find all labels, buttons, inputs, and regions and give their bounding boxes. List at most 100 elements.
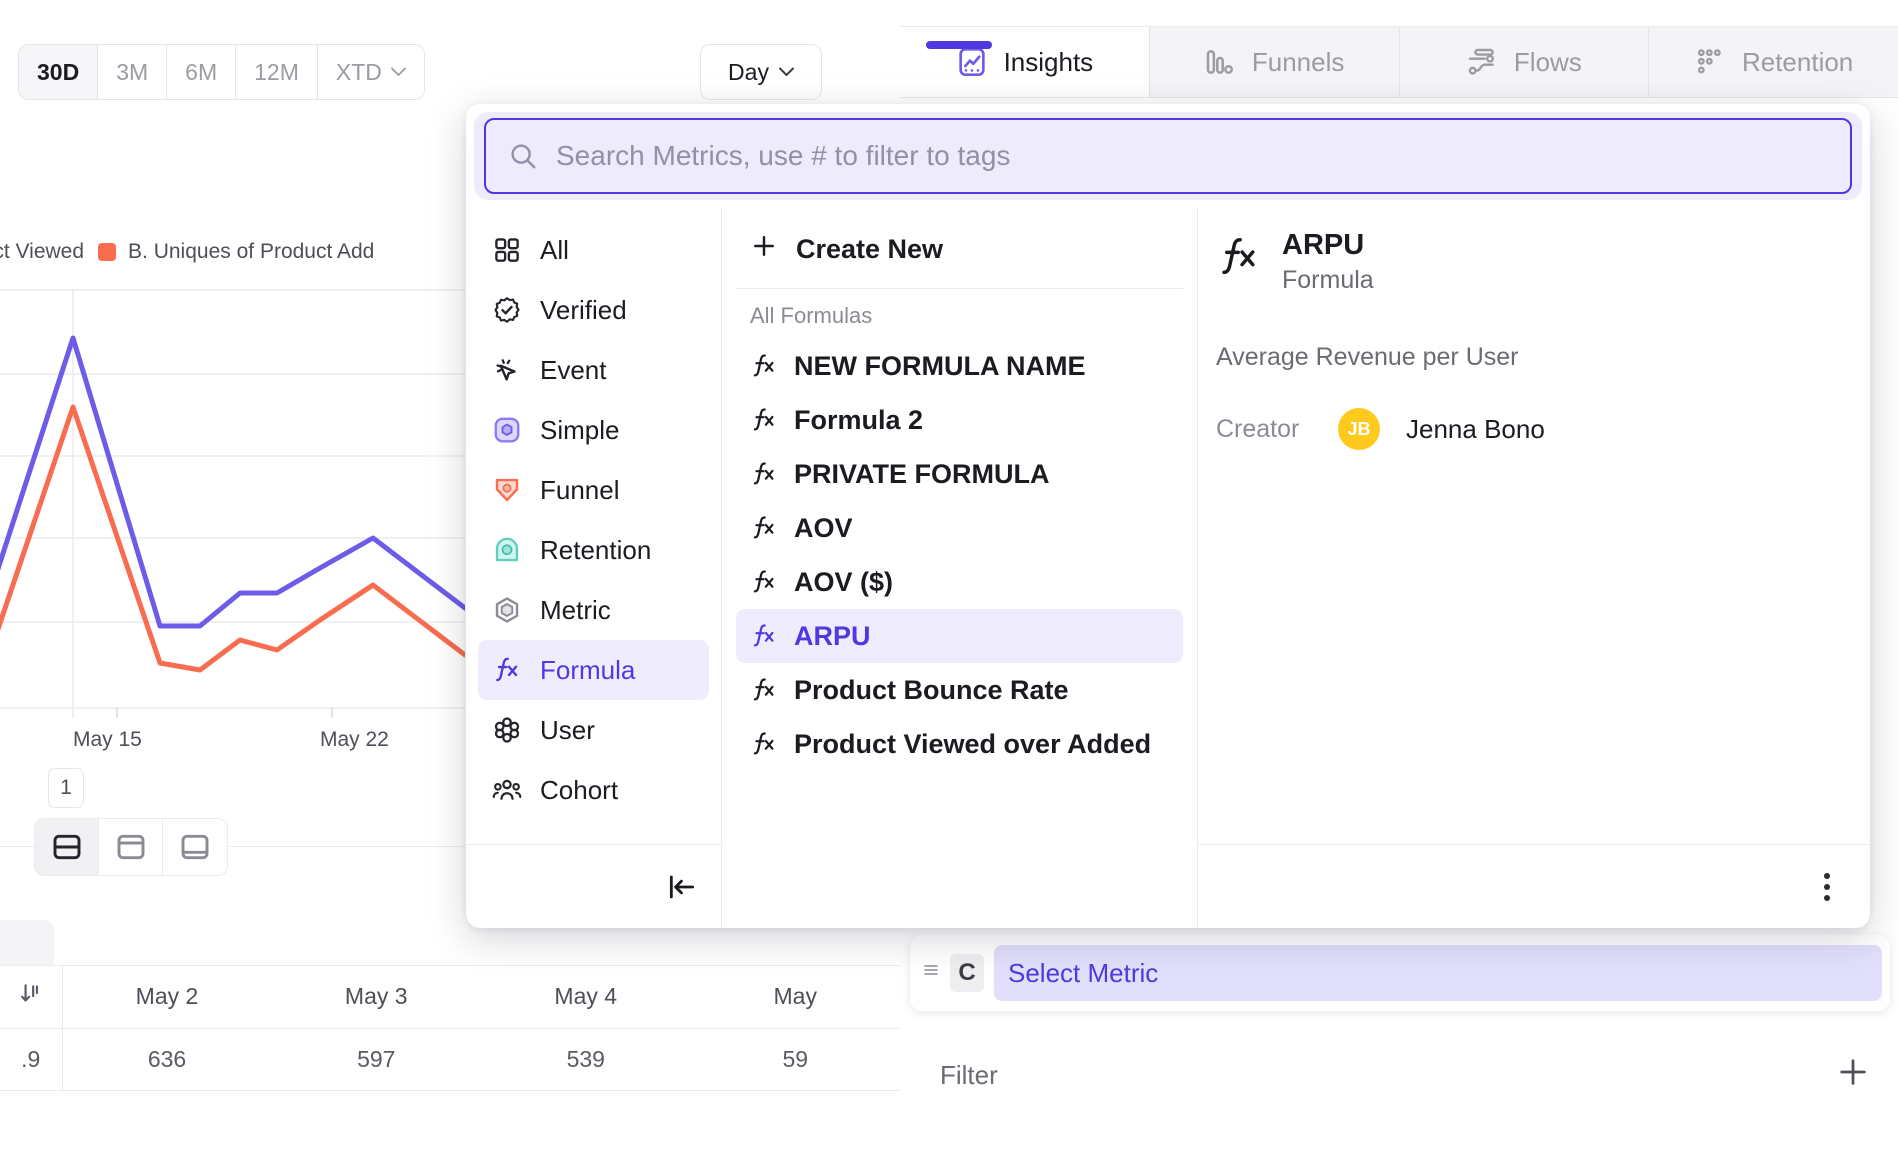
divider — [736, 288, 1183, 289]
nav-item-label: Event — [540, 354, 607, 385]
range-option-xtd[interactable]: XTD — [317, 45, 424, 99]
tab-insights[interactable]: Insights — [900, 27, 1150, 97]
nav-item-label: Retention — [540, 534, 652, 565]
range-option-12m[interactable]: 12M — [236, 45, 318, 99]
list-item[interactable]: Formula 2 — [736, 393, 1183, 447]
layout-option-bottom-panel[interactable] — [163, 819, 227, 875]
table-header-row: May 2 May 3 May 4 May — [0, 966, 900, 1029]
search-section: Search Metrics, use # to filter to tags — [466, 104, 1870, 208]
search-placeholder: Search Metrics, use # to filter to tags — [556, 140, 1011, 171]
formula-fx-icon — [1216, 234, 1262, 280]
tab-label: Flows — [1513, 46, 1582, 77]
hexagon-metric-icon — [492, 595, 522, 625]
verified-badge-icon — [492, 295, 522, 325]
create-new-button[interactable]: Create New — [736, 218, 1183, 280]
layout-option-split-vertical[interactable] — [99, 819, 163, 875]
user-cluster-icon — [492, 715, 522, 745]
insights-icon — [956, 46, 988, 78]
formula-fx-icon — [750, 406, 778, 434]
nav-item-label: User — [540, 714, 595, 745]
select-metric-label: Select Metric — [1008, 957, 1159, 988]
range-option-30d[interactable]: 30D — [19, 45, 99, 99]
range-option-6m[interactable]: 6M — [167, 45, 237, 99]
chart-page-badge[interactable]: 1 — [48, 768, 84, 808]
table-sort-header[interactable] — [0, 966, 63, 1029]
list-item[interactable]: ARPU — [736, 609, 1183, 663]
divider — [0, 846, 465, 847]
add-filter-button[interactable] — [1836, 1055, 1870, 1096]
granularity-label: Day — [728, 58, 769, 85]
chart-legend: duct Viewed B. Uniques of Product Add — [0, 240, 374, 264]
nav-item-retention[interactable]: Retention — [478, 520, 709, 580]
legend-swatch-b — [98, 243, 117, 261]
legend-item-a[interactable]: duct Viewed — [0, 240, 84, 264]
formula-fx-icon — [750, 460, 778, 488]
filter-label: Filter — [940, 1060, 998, 1090]
formula-fx-icon — [750, 730, 778, 758]
chevron-down-icon — [390, 64, 406, 81]
table-row: .9 636 597 539 59 — [0, 1028, 900, 1091]
formula-fx-icon — [750, 568, 778, 596]
nav-item-user[interactable]: User — [478, 700, 709, 760]
tab-label: Retention — [1741, 46, 1854, 77]
tab-funnels[interactable]: Funnels — [1149, 27, 1400, 97]
granularity-dropdown[interactable]: Day — [700, 44, 822, 100]
layout-toggle-group[interactable] — [34, 818, 228, 876]
range-option-3m[interactable]: 3M — [98, 45, 168, 99]
data-table: May 2 May 3 May 4 May .9 636 597 539 59 — [0, 965, 900, 1152]
tab-flows[interactable]: Flows — [1399, 27, 1650, 97]
nav-item-metric[interactable]: Metric — [478, 580, 709, 640]
detail-header: ARPU Formula — [1216, 230, 1842, 295]
nav-item-cohort[interactable]: Cohort — [478, 760, 709, 820]
metric-type-nav: All Verified — [466, 208, 722, 928]
list-item-label: NEW FORMULA NAME — [794, 350, 1086, 381]
list-item[interactable]: AOV — [736, 501, 1183, 555]
line-chart — [0, 288, 465, 718]
table-cell: 539 — [481, 1028, 691, 1091]
sort-icon — [20, 984, 38, 1002]
chart-x-axis-labels: May 15 May 22 — [0, 728, 465, 758]
chart-svg — [0, 289, 465, 718]
nav-footer — [466, 844, 722, 928]
nav-item-funnel[interactable]: Funnel — [478, 460, 709, 520]
create-new-label: Create New — [796, 233, 944, 264]
chart-series-b — [0, 404, 465, 673]
picker-body: All Verified — [466, 208, 1870, 928]
nav-item-formula[interactable]: Formula — [478, 640, 709, 700]
tab-active-indicator — [926, 41, 992, 49]
nav-item-verified[interactable]: Verified — [478, 280, 709, 340]
x-tick-label: May 15 — [73, 728, 142, 751]
list-item[interactable]: Product Bounce Rate — [736, 663, 1183, 717]
list-item[interactable]: Product Viewed over Added — [736, 717, 1183, 771]
report-type-tabs: Insights Funnels — [900, 26, 1898, 98]
avatar: JB — [1338, 408, 1380, 451]
table-column-header[interactable]: May 4 — [481, 966, 691, 1029]
retention-metric-icon — [492, 535, 522, 565]
metric-row: C Select Metric — [910, 935, 1890, 1011]
date-range-selector[interactable]: 30D 3M 6M 12M XTD — [18, 44, 425, 100]
table-column-header[interactable]: May — [690, 966, 900, 1029]
nav-item-all[interactable]: All — [478, 220, 709, 280]
search-icon — [508, 141, 538, 171]
tab-retention[interactable]: Retention — [1649, 27, 1898, 97]
kebab-menu-icon[interactable] — [1818, 867, 1836, 907]
nav-item-simple[interactable]: Simple — [478, 400, 709, 460]
list-item[interactable]: AOV ($) — [736, 555, 1183, 609]
legend-item-b[interactable]: B. Uniques of Product Add — [98, 240, 374, 264]
chart-gridlines — [0, 289, 465, 718]
nav-item-event[interactable]: Event — [478, 340, 709, 400]
table-column-header[interactable]: May 2 — [62, 966, 272, 1029]
list-item[interactable]: PRIVATE FORMULA — [736, 447, 1183, 501]
nav-item-label: Simple — [540, 414, 620, 445]
search-metrics-field[interactable]: Search Metrics, use # to filter to tags — [484, 118, 1852, 194]
list-item[interactable]: NEW FORMULA NAME — [736, 339, 1183, 393]
split-vertical-icon — [117, 834, 144, 860]
chart-series-a — [0, 335, 465, 629]
table-cell: 597 — [271, 1028, 481, 1091]
detail-titles: ARPU Formula — [1282, 230, 1374, 295]
layout-option-split-horizontal[interactable] — [35, 819, 99, 875]
select-metric-button[interactable]: Select Metric — [994, 945, 1882, 1001]
table-column-header[interactable]: May 3 — [271, 966, 481, 1029]
collapse-left-icon[interactable] — [666, 871, 698, 903]
drag-handle-icon[interactable] — [922, 961, 940, 985]
